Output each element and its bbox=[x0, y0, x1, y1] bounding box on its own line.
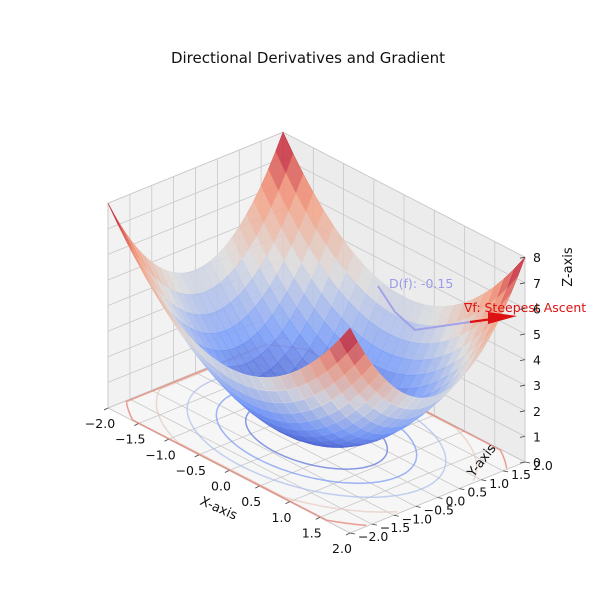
z-tick-mark bbox=[519, 436, 526, 438]
z-tick-mark bbox=[519, 308, 526, 310]
y-tick-label: 0.5 bbox=[467, 485, 487, 500]
x-tick-mark bbox=[285, 501, 290, 505]
y-tick-mark bbox=[349, 532, 356, 535]
z-tick-mark bbox=[519, 384, 526, 387]
y-tick-label: −2.0 bbox=[358, 529, 388, 544]
chart-title: Directional Derivatives and Gradient bbox=[171, 49, 445, 67]
x-tick-mark bbox=[194, 454, 199, 458]
gradient-arrow-head bbox=[488, 312, 517, 324]
y-tick-label: 1.0 bbox=[489, 476, 509, 491]
x-tick-label: 2.0 bbox=[332, 541, 352, 556]
x-tick-label: −0.5 bbox=[176, 463, 206, 478]
x-tick-mark bbox=[255, 485, 260, 489]
y-tick-mark bbox=[503, 470, 509, 473]
z-tick-mark bbox=[519, 410, 526, 413]
x-tick-mark bbox=[103, 407, 109, 411]
x-tick-label: 0.5 bbox=[241, 494, 261, 509]
z-tick-mark bbox=[519, 256, 526, 259]
y-tick-mark bbox=[459, 488, 465, 491]
x-tick-label: −1.0 bbox=[145, 447, 175, 462]
z-tick-label: 7 bbox=[533, 276, 541, 291]
y-tick-label: 1.5 bbox=[511, 467, 531, 482]
surface-patch bbox=[339, 327, 358, 354]
y-tick-label: 0.0 bbox=[446, 494, 466, 509]
y-tick-mark bbox=[481, 479, 487, 482]
x-tick-label: 1.0 bbox=[272, 510, 292, 525]
z-tick-mark bbox=[519, 359, 526, 361]
y-tick-mark bbox=[437, 497, 443, 499]
x-tick-mark bbox=[134, 423, 139, 426]
x-tick-mark bbox=[315, 517, 320, 520]
z-tick-mark bbox=[519, 333, 526, 336]
annotations: D(f): -0.15 ∇f: Steepest Ascent bbox=[377, 276, 586, 332]
contour-line bbox=[186, 372, 447, 498]
x-tick-mark bbox=[345, 532, 351, 536]
contour-set bbox=[125, 343, 508, 527]
gradient-label: ∇f: Steepest Ascent bbox=[463, 300, 586, 315]
y-tick-mark bbox=[524, 461, 531, 464]
z-tick-label: 1 bbox=[533, 429, 541, 444]
z-tick-mark bbox=[519, 461, 526, 464]
z-tick-label: 8 bbox=[533, 250, 541, 265]
y-tick-label: 2.0 bbox=[533, 458, 553, 473]
y-tick-label: −1.0 bbox=[402, 511, 432, 526]
x-tick-mark bbox=[164, 438, 169, 442]
directional-derivative-label: D(f): -0.15 bbox=[389, 276, 453, 291]
directional-derivative-line bbox=[377, 285, 471, 332]
y-tick-mark bbox=[415, 505, 421, 508]
x-axis-label: X-axis bbox=[198, 494, 240, 524]
z-tick-label: 3 bbox=[533, 378, 541, 393]
y-tick-mark bbox=[393, 514, 399, 517]
z-tick-mark bbox=[519, 282, 526, 285]
y-tick-label: −0.5 bbox=[424, 502, 454, 517]
x-tick-label: 1.5 bbox=[302, 525, 322, 540]
x-tick-mark bbox=[224, 470, 230, 473]
z-tick-label: 0 bbox=[533, 455, 541, 470]
x-tick-label: 0.0 bbox=[211, 479, 231, 494]
z-tick-label: 2 bbox=[533, 404, 541, 419]
contour-line bbox=[125, 343, 508, 527]
x-tick-label: −2.0 bbox=[85, 416, 115, 431]
contour-line bbox=[155, 357, 478, 513]
z-tick-label: 5 bbox=[533, 327, 541, 342]
surface bbox=[107, 131, 526, 448]
x-tick-label: −1.5 bbox=[115, 432, 145, 447]
z-axis-label: Z-axis bbox=[561, 247, 576, 287]
z-tick-label: 4 bbox=[533, 353, 541, 368]
axis-ticks: −2.0−1.5−1.0−0.50.00.51.01.52.0−2.0−1.5−… bbox=[85, 250, 553, 556]
y-tick-mark bbox=[371, 523, 377, 526]
y-tick-label: −1.5 bbox=[380, 520, 410, 535]
z-tick-label: 6 bbox=[533, 301, 541, 316]
